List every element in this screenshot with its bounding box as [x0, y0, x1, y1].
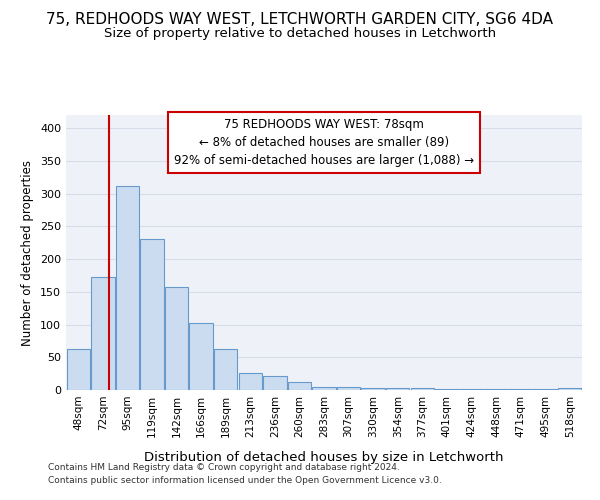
Bar — [558, 388, 581, 390]
Bar — [214, 350, 238, 390]
Y-axis label: Number of detached properties: Number of detached properties — [22, 160, 34, 346]
Text: Contains public sector information licensed under the Open Government Licence v3: Contains public sector information licen… — [48, 476, 442, 485]
Text: Contains HM Land Registry data © Crown copyright and database right 2024.: Contains HM Land Registry data © Crown c… — [48, 464, 400, 472]
Text: 75, REDHOODS WAY WEST, LETCHWORTH GARDEN CITY, SG6 4DA: 75, REDHOODS WAY WEST, LETCHWORTH GARDEN… — [47, 12, 554, 28]
Bar — [190, 323, 213, 390]
Bar — [410, 388, 434, 390]
Bar — [435, 388, 458, 390]
Bar — [313, 386, 335, 390]
Bar — [361, 388, 385, 390]
Bar — [484, 388, 508, 390]
Bar — [116, 186, 139, 390]
Bar — [460, 388, 483, 390]
Bar — [67, 349, 90, 390]
Bar — [91, 278, 115, 390]
Text: 75 REDHOODS WAY WEST: 78sqm
← 8% of detached houses are smaller (89)
92% of semi: 75 REDHOODS WAY WEST: 78sqm ← 8% of deta… — [174, 118, 474, 167]
X-axis label: Distribution of detached houses by size in Letchworth: Distribution of detached houses by size … — [144, 451, 504, 464]
Bar — [337, 388, 360, 390]
Bar — [239, 373, 262, 390]
Bar — [165, 286, 188, 390]
Bar — [386, 388, 409, 390]
Bar — [288, 382, 311, 390]
Bar — [140, 240, 164, 390]
Text: Size of property relative to detached houses in Letchworth: Size of property relative to detached ho… — [104, 28, 496, 40]
Bar — [263, 376, 287, 390]
